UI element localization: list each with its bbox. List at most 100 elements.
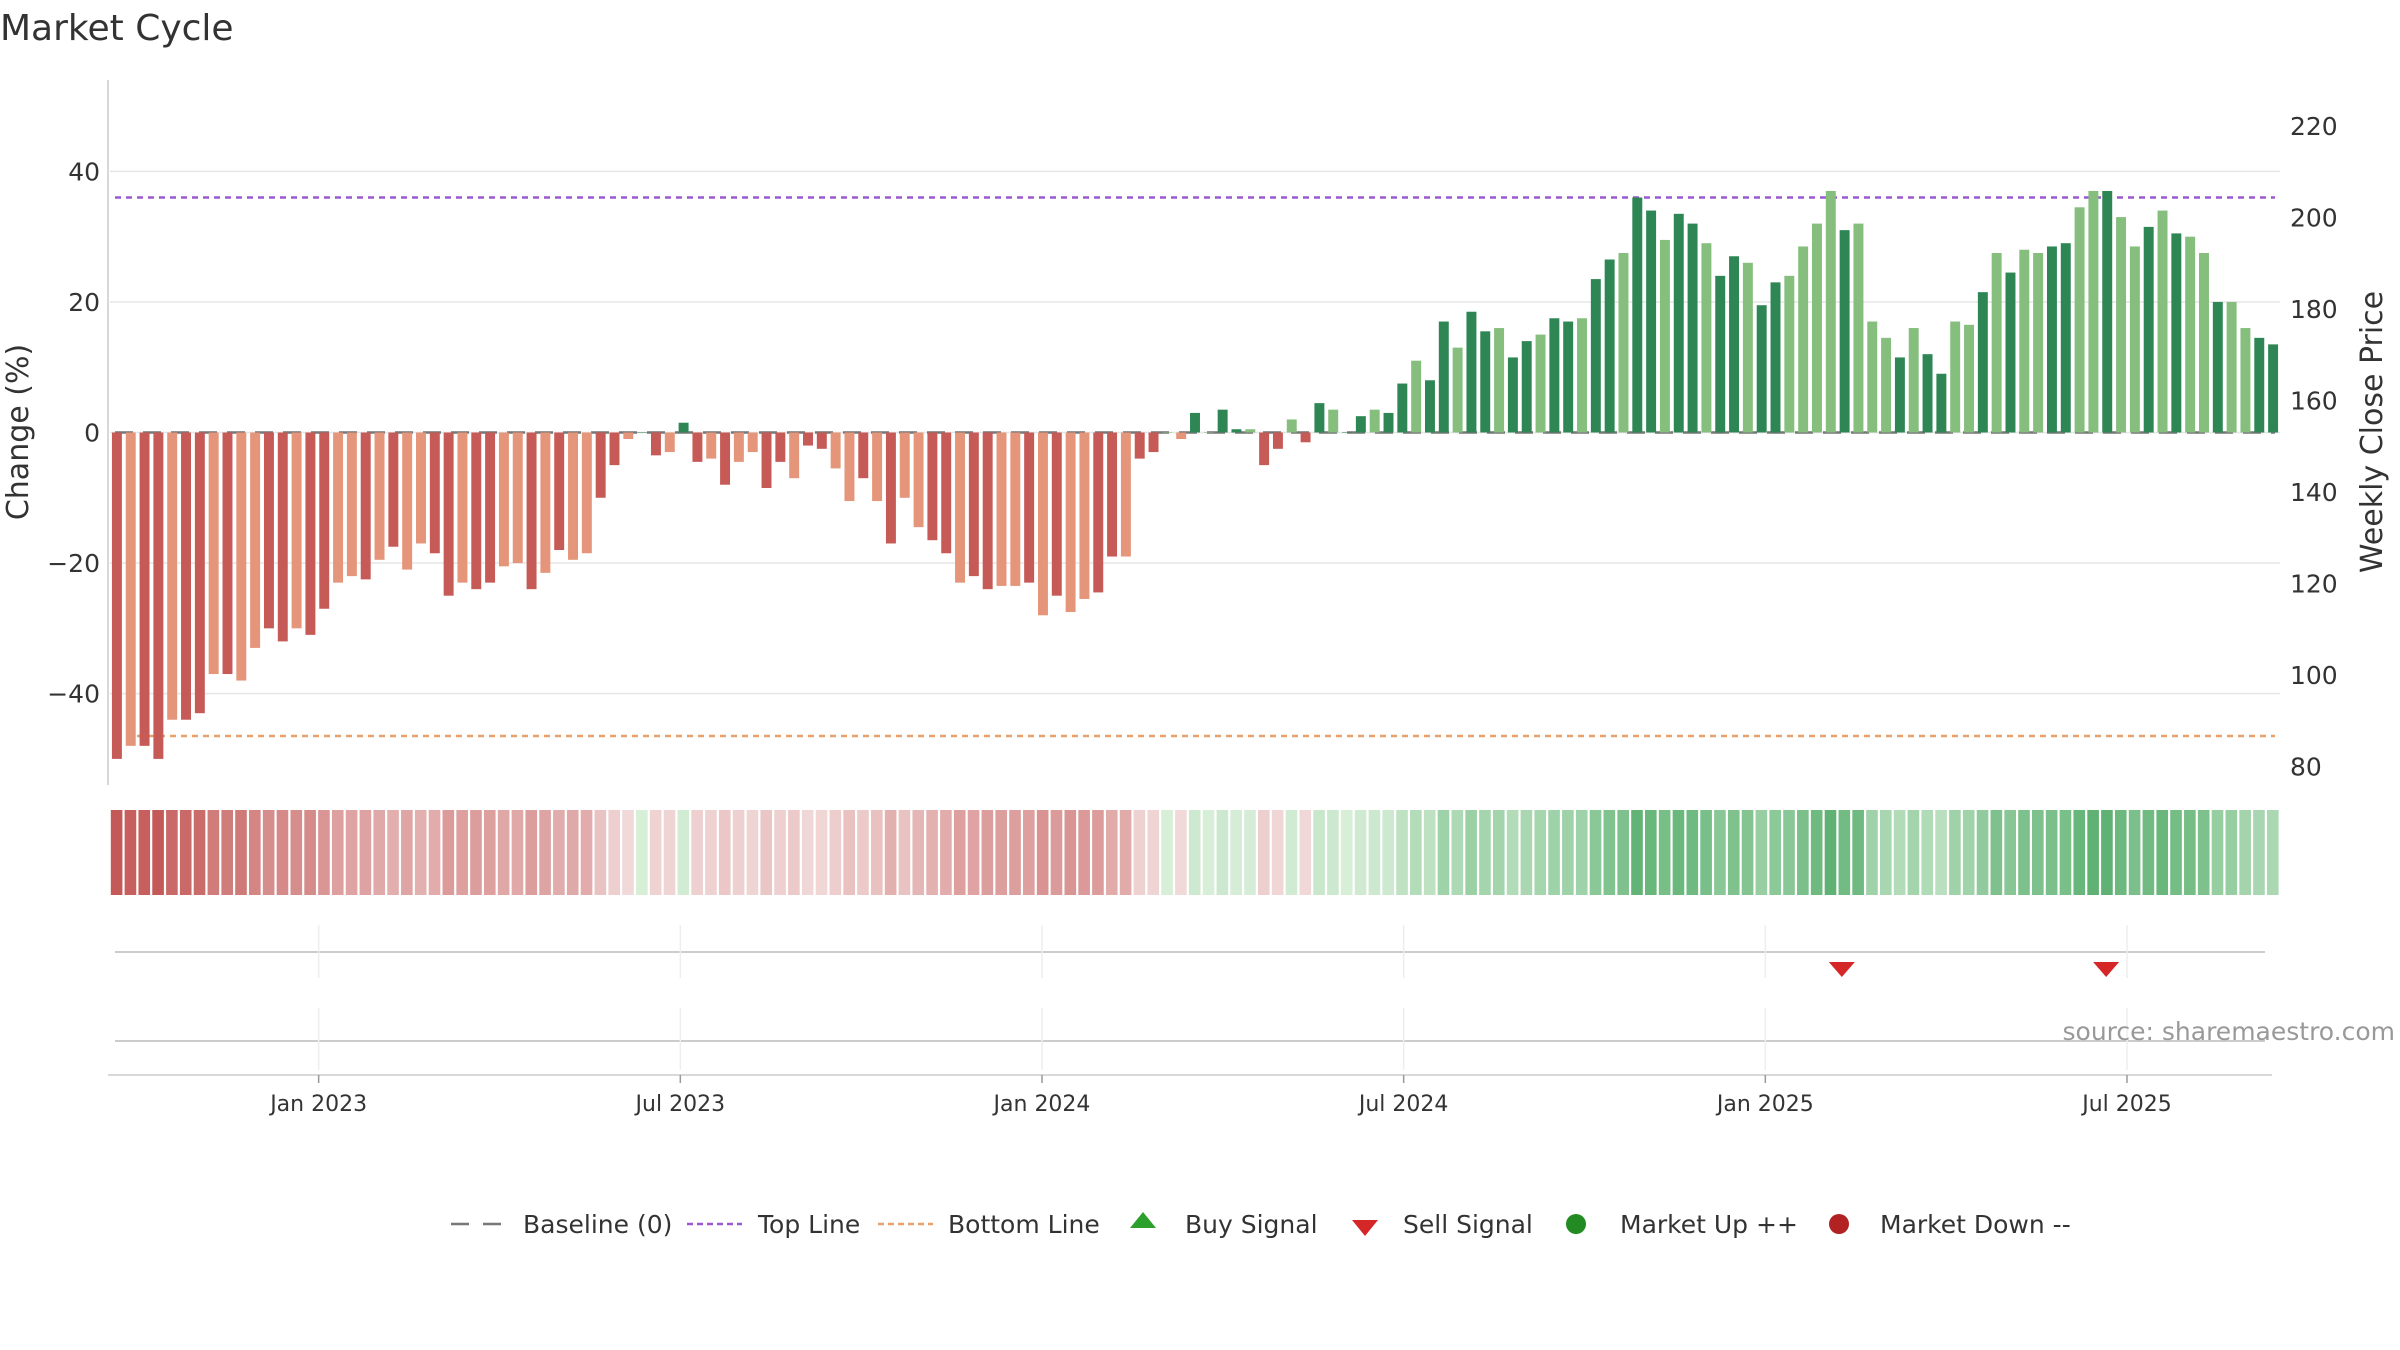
heat-cell <box>774 810 786 895</box>
y2-tick-label: 120 <box>2290 570 2338 599</box>
bar <box>485 432 496 583</box>
bar <box>1687 223 1698 433</box>
heat-cell <box>207 810 220 895</box>
bar-series <box>111 190 2279 759</box>
bar <box>1494 328 1505 433</box>
heat-cell <box>235 810 247 895</box>
heat-cell <box>1631 810 1643 895</box>
heat-cell <box>1645 810 1657 895</box>
heat-cell <box>1244 810 1256 895</box>
heat-cell <box>1907 810 1920 895</box>
heat-cell <box>1423 810 1436 895</box>
signal-panel <box>115 925 2265 978</box>
bar <box>830 432 841 469</box>
bar <box>1521 341 1532 433</box>
heat-cell <box>898 810 911 895</box>
heat-cell <box>110 810 123 895</box>
heat-cell <box>691 810 703 895</box>
sell-signal-marker <box>2093 962 2120 977</box>
bar <box>982 432 993 590</box>
heat-cell <box>2239 810 2251 895</box>
bar <box>125 432 136 746</box>
y2-tick-label: 80 <box>2290 753 2322 782</box>
bar <box>1784 275 1795 433</box>
heat-cell <box>1147 810 1160 895</box>
y2-tick-label: 180 <box>2290 295 2338 324</box>
heat-cell <box>1050 810 1063 895</box>
heat-cell <box>331 810 344 895</box>
bar <box>1411 360 1422 433</box>
heat-cell <box>1451 810 1464 895</box>
legend-swatch <box>1130 1212 1156 1228</box>
heat-cell <box>1216 810 1229 895</box>
bar <box>111 432 122 759</box>
heat-cell <box>2266 810 2279 895</box>
heat-cell <box>428 810 441 895</box>
heat-cell <box>276 810 289 895</box>
heat-cell <box>2004 810 2016 895</box>
heat-cell <box>1562 810 1574 895</box>
heat-cell <box>1410 810 1422 895</box>
bar <box>1452 347 1463 433</box>
heat-cell <box>1313 810 1325 895</box>
bar <box>1701 243 1712 433</box>
bar <box>250 432 261 648</box>
bar <box>1217 409 1228 433</box>
bar <box>1964 324 1974 433</box>
y-tick-label: 0 <box>84 419 100 448</box>
heat-cell <box>2073 810 2086 895</box>
legend-label: Sell Signal <box>1403 1210 1533 1239</box>
y2-axis-title: Weekly Close Price <box>2355 291 2390 573</box>
bar <box>2074 207 2085 433</box>
bar <box>1024 432 1035 583</box>
heat-cell <box>622 810 634 895</box>
bar <box>775 432 786 462</box>
heat-cell <box>497 810 510 895</box>
heat-cell <box>1230 810 1242 895</box>
bar <box>733 432 744 462</box>
heat-strip <box>110 810 2279 895</box>
chart-title: Market Cycle <box>0 8 234 49</box>
heat-cell <box>553 810 565 895</box>
bar <box>526 432 537 590</box>
bar <box>1438 321 1449 433</box>
heat-cell <box>1548 810 1560 895</box>
bar <box>1950 321 1961 433</box>
legend-swatch <box>1566 1214 1586 1234</box>
x-axis: Jan 2023 Jul 2023 Jan 2024 Jul 2024 Jan 2025… <box>108 1074 2272 1117</box>
heat-cell <box>663 810 676 895</box>
bar <box>1079 432 1090 599</box>
heat-cell <box>1520 810 1533 895</box>
heat-cell <box>2170 810 2182 895</box>
bar <box>2226 301 2237 433</box>
heat-cell <box>1271 810 1284 895</box>
legend-swatch <box>1829 1214 1849 1234</box>
bar <box>1646 210 1657 433</box>
heat-cell <box>843 810 855 895</box>
heat-cell <box>1686 810 1699 895</box>
heat-cell <box>179 810 192 895</box>
legend-label: Top Line <box>757 1210 860 1239</box>
bar <box>1839 230 1850 433</box>
bar <box>194 432 205 714</box>
bar <box>1811 223 1822 433</box>
heat-cell <box>1921 810 1934 895</box>
bar <box>1604 259 1615 433</box>
bar <box>595 432 606 498</box>
heat-cell <box>1783 810 1795 895</box>
heat-cell <box>1161 810 1173 895</box>
bar <box>2212 301 2223 433</box>
heat-cell <box>1188 810 1201 895</box>
heat-cell <box>884 810 897 895</box>
y2-tick-label: 200 <box>2290 203 2338 232</box>
heat-cell <box>815 810 828 895</box>
heat-cell <box>1340 810 1353 895</box>
bar <box>1881 337 1892 433</box>
heat-cell <box>2032 810 2044 895</box>
bar <box>512 432 523 564</box>
bar <box>1328 409 1339 433</box>
bar <box>1300 432 1311 443</box>
heat-cell <box>1575 810 1588 895</box>
bar <box>1673 213 1684 433</box>
heat-cell <box>345 810 358 895</box>
